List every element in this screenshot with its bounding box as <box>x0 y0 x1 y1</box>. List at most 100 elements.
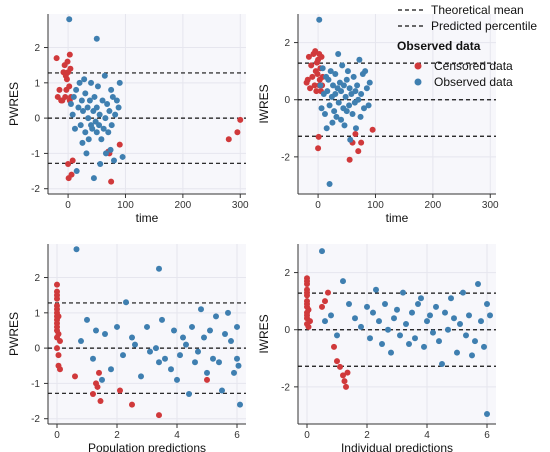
censored-point <box>346 156 353 163</box>
censored-point <box>313 88 320 95</box>
censored-point <box>308 62 315 69</box>
legend-item-censored-data: Censored data <box>434 59 513 73</box>
observed-point <box>189 323 195 330</box>
plot-area <box>298 244 496 424</box>
observed-point <box>335 51 342 57</box>
censored-point <box>304 312 310 319</box>
observed-point <box>73 246 80 253</box>
observed-point <box>228 338 234 345</box>
observed-point <box>481 343 487 350</box>
censored-point <box>68 171 75 178</box>
observed-point <box>451 315 457 322</box>
observed-point <box>448 295 454 302</box>
observed-point <box>318 105 325 112</box>
x-tick-label: 2 <box>364 430 370 441</box>
observed-point <box>70 93 77 100</box>
censored-point <box>234 129 241 136</box>
censored-point <box>54 345 60 352</box>
observed-point <box>108 86 115 93</box>
panel-iwres-time: 0 100 200 300 -2 0 2 time IWRES <box>257 14 499 225</box>
observed-point <box>69 111 76 118</box>
censored-point <box>65 161 72 167</box>
observed-point <box>352 88 359 95</box>
x-axis-label: Population predictions <box>88 441 206 452</box>
censored-point <box>62 93 69 100</box>
observed-point <box>147 348 153 355</box>
observed-point <box>324 88 331 95</box>
observed-point <box>237 401 243 408</box>
x-axis-label: time <box>136 211 159 225</box>
censored-point <box>315 133 322 140</box>
observed-point <box>102 331 108 337</box>
observed-point <box>335 99 342 106</box>
observed-point <box>436 338 442 345</box>
observed-point <box>119 153 126 160</box>
observed-point <box>358 323 364 330</box>
observed-point <box>366 79 373 86</box>
observed-point <box>427 312 433 319</box>
x-tick-label: 0 <box>54 430 60 441</box>
observed-point <box>469 352 475 359</box>
observed-point <box>192 359 198 366</box>
observed-point <box>343 108 350 115</box>
legend-observed-marker <box>414 78 422 86</box>
observed-point <box>328 312 334 319</box>
observed-point <box>412 335 418 342</box>
censored-point <box>90 391 96 397</box>
observed-point <box>352 315 358 322</box>
observed-point <box>80 108 87 115</box>
observed-point <box>382 301 388 307</box>
observed-point <box>342 93 349 100</box>
censored-point <box>66 83 73 90</box>
observed-point <box>430 329 436 336</box>
observed-point <box>96 111 103 118</box>
observed-point <box>89 125 96 132</box>
censored-point <box>53 55 60 62</box>
legend-title: Observed data <box>397 39 481 53</box>
observed-point <box>475 281 481 287</box>
legend-item-predicted-percentile: Predicted percentile <box>431 19 537 33</box>
observed-point <box>73 168 80 175</box>
observed-point <box>162 355 168 362</box>
observed-point <box>76 79 83 86</box>
observed-point <box>385 326 391 333</box>
observed-point <box>216 359 222 366</box>
observed-point <box>376 318 382 325</box>
observed-point <box>207 327 213 334</box>
observed-point <box>114 323 120 330</box>
x-tick-label: 6 <box>234 430 240 441</box>
censored-point <box>57 366 63 373</box>
observed-point <box>327 68 334 75</box>
observed-point <box>174 376 180 383</box>
censored-point <box>331 343 337 350</box>
observed-point <box>340 278 346 285</box>
observed-point <box>109 93 116 100</box>
censored-point <box>55 331 62 337</box>
observed-point <box>105 129 112 136</box>
observed-point <box>90 175 97 182</box>
censored-point <box>237 116 244 123</box>
observed-point <box>433 303 439 310</box>
observed-point <box>319 65 326 72</box>
observed-point <box>325 76 332 83</box>
censored-point <box>319 303 325 310</box>
plot-area <box>48 244 246 424</box>
observed-point <box>343 76 350 83</box>
observed-point <box>391 315 397 322</box>
observed-point <box>88 79 95 86</box>
censored-point <box>67 65 74 72</box>
observed-point <box>478 318 484 325</box>
censored-point <box>97 398 104 405</box>
censored-point <box>355 148 362 155</box>
observed-point <box>81 76 88 83</box>
y-tick-label: -2 <box>281 382 290 393</box>
observed-point <box>349 111 356 117</box>
censored-point <box>54 306 60 313</box>
observed-point <box>99 97 106 104</box>
observed-point <box>344 68 351 75</box>
censored-point <box>117 387 123 394</box>
observed-point <box>338 116 345 123</box>
observed-point <box>129 334 135 341</box>
y-tick-label: 2 <box>34 43 40 54</box>
